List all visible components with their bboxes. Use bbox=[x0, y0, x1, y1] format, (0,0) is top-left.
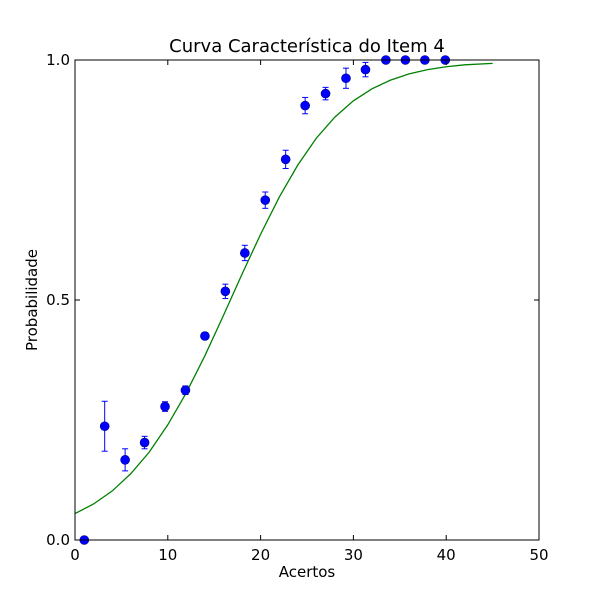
y-axis-label: Probabilidade bbox=[23, 249, 41, 351]
data-point bbox=[160, 401, 170, 412]
data-point bbox=[360, 64, 371, 75]
data-point bbox=[300, 100, 310, 111]
data-point bbox=[260, 195, 271, 205]
data-point bbox=[139, 437, 150, 448]
data-point bbox=[180, 385, 191, 396]
data-point bbox=[120, 455, 130, 465]
x-tick-label: 50 bbox=[529, 546, 548, 564]
data-point bbox=[341, 73, 351, 84]
x-axis-label: Acertos bbox=[279, 563, 336, 581]
plot-area bbox=[74, 55, 493, 545]
x-tick-label: 0 bbox=[70, 546, 80, 564]
y-tick-label: 1.0 bbox=[46, 51, 70, 69]
data-point bbox=[320, 88, 331, 99]
y-tick-label: 0.0 bbox=[46, 531, 70, 549]
chart-title: Curva Característica do Item 4 bbox=[169, 36, 445, 57]
data-point bbox=[240, 248, 250, 258]
data-point bbox=[99, 421, 110, 432]
axis-ticks: 0 10 20 30 40 50 0.0 0.5 1.0 bbox=[46, 51, 548, 564]
data-point bbox=[220, 286, 231, 297]
data-point bbox=[280, 154, 291, 165]
data-point bbox=[200, 331, 210, 341]
x-tick-label: 30 bbox=[344, 546, 363, 564]
x-tick-label: 40 bbox=[437, 546, 456, 564]
y-tick-label: 0.5 bbox=[46, 291, 70, 309]
x-tick-label: 20 bbox=[251, 546, 270, 564]
x-tick-label: 10 bbox=[158, 546, 177, 564]
fitted-curve bbox=[74, 62, 493, 515]
